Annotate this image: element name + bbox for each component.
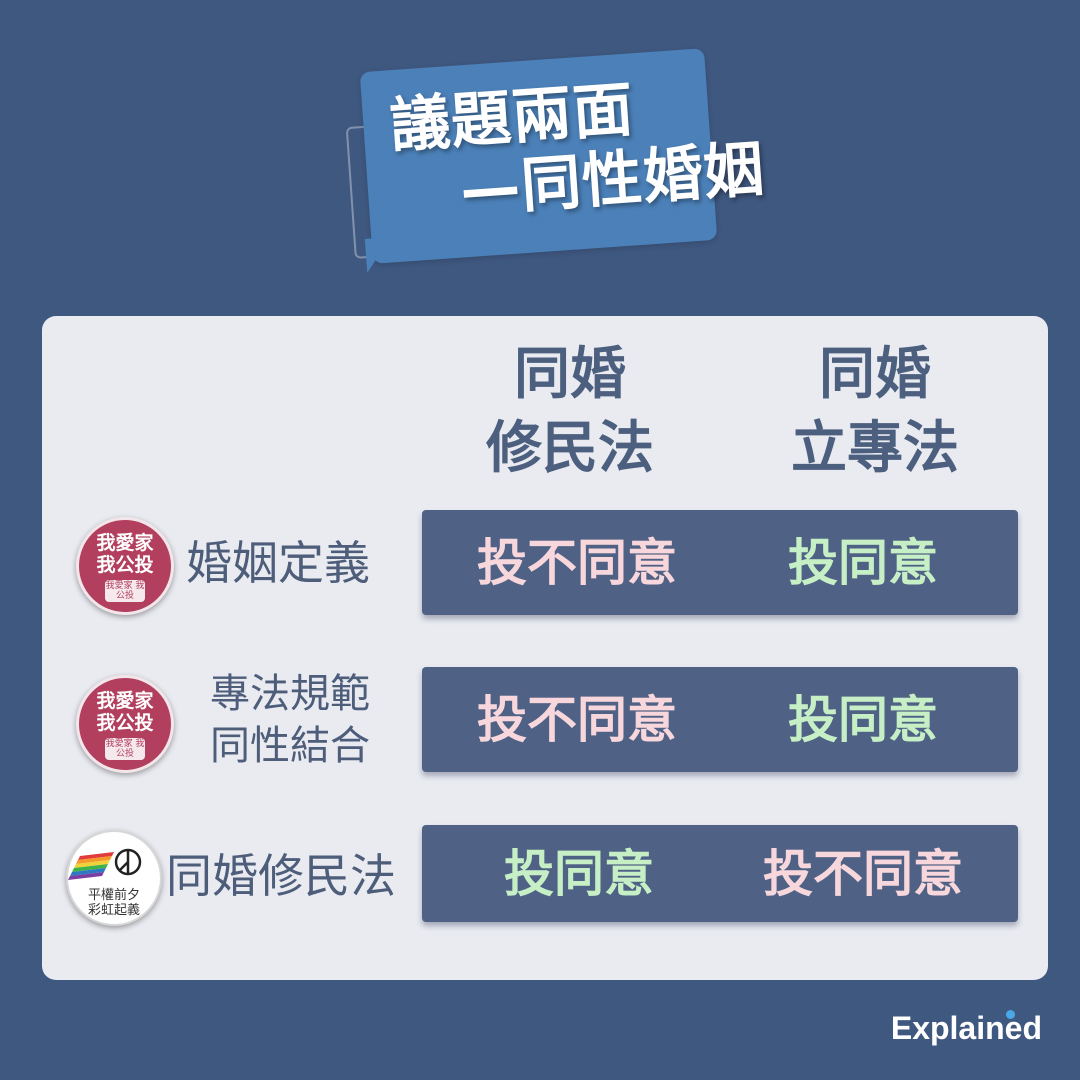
badge-small-text: 我愛家 我公投 bbox=[105, 580, 145, 602]
page-title-line2: —同性婚姻 bbox=[457, 134, 768, 226]
vote-cell-special-law: 投同意 bbox=[788, 691, 938, 749]
column-header-line2: 立專法 bbox=[791, 416, 959, 481]
row-label-civil-code-amendment: 同婚修民法 bbox=[166, 849, 396, 903]
row-label-special-law-regulation: 專法規範 同性結合 bbox=[190, 668, 390, 772]
brand-logo: Explained bbox=[890, 1010, 1042, 1046]
badge-line1: 我愛家 bbox=[96, 690, 154, 712]
row-box: 投不同意 投同意 bbox=[422, 667, 1018, 772]
title-bubble-tail bbox=[364, 237, 394, 273]
badge-line2: 彩虹起義 bbox=[87, 903, 140, 918]
rainbow-vote-icon bbox=[68, 848, 142, 880]
column-header-line1: 同婚 bbox=[514, 342, 626, 407]
row-box: 投不同意 投同意 bbox=[422, 510, 1018, 615]
vote-cell-civil-code: 投不同意 bbox=[477, 691, 677, 749]
vote-cell-special-law: 投不同意 bbox=[763, 845, 963, 903]
column-header-line2: 修民法 bbox=[486, 416, 654, 481]
vote-cell-civil-code: 投同意 bbox=[504, 845, 654, 903]
row-label-line1: 專法規範 bbox=[210, 671, 370, 717]
badge-line1: 我愛家 bbox=[96, 532, 154, 554]
column-header-line1: 同婚 bbox=[819, 342, 931, 407]
vote-cell-special-law: 投同意 bbox=[788, 534, 938, 592]
badge-line2: 我公投 bbox=[96, 712, 154, 734]
column-header-civil-code: 同婚 修民法 bbox=[450, 338, 690, 486]
badge-small-text: 我愛家 我公投 bbox=[105, 738, 145, 760]
love-family-referendum-badge: 我愛家 我公投 我愛家 我公投 bbox=[76, 517, 174, 615]
badge-line2: 我公投 bbox=[96, 554, 154, 576]
brand-dot-icon bbox=[1006, 1010, 1015, 1019]
row-label-line2: 同性結合 bbox=[210, 723, 370, 769]
row-label-marriage-definition: 婚姻定義 bbox=[186, 536, 370, 590]
love-family-referendum-badge: 我愛家 我公投 我愛家 我公投 bbox=[76, 675, 174, 773]
row-box: 投同意 投不同意 bbox=[422, 825, 1018, 922]
badge-line1: 平權前夕 bbox=[87, 888, 140, 903]
vote-cell-civil-code: 投不同意 bbox=[477, 534, 677, 592]
column-header-special-law: 同婚 立專法 bbox=[755, 338, 995, 486]
rainbow-equality-badge: 平權前夕 彩虹起義 bbox=[66, 830, 162, 926]
